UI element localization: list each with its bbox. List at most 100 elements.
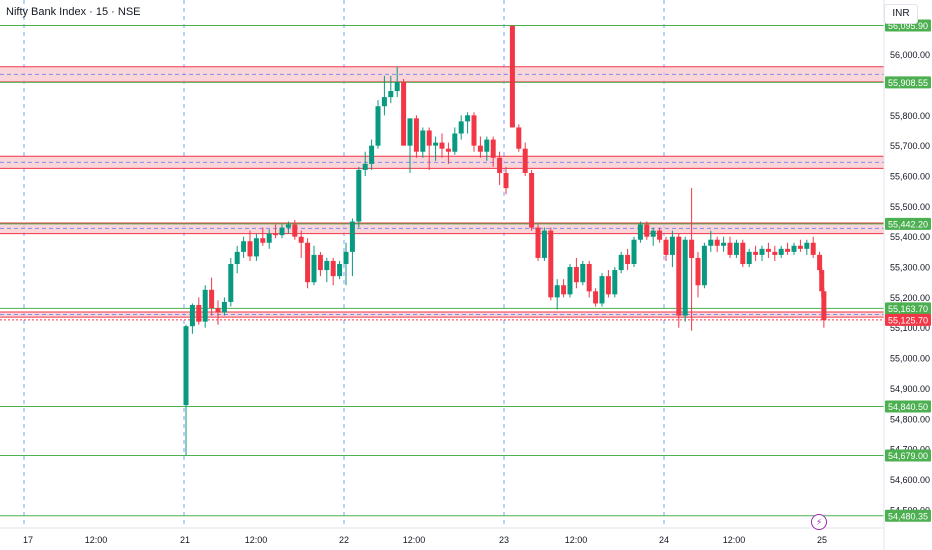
- candle-body: [791, 245, 797, 252]
- time-axis[interactable]: 17 12:00 21 12:00 22 12:00 23 12:00 24 12:00 25: [23, 535, 827, 545]
- candle-body: [413, 118, 419, 152]
- candle-body: [644, 224, 650, 237]
- candle-body: [189, 304, 195, 327]
- candle-body: [810, 242, 816, 255]
- candle-body: [298, 236, 304, 243]
- candle-body: [663, 239, 669, 255]
- candle-body: [356, 169, 362, 222]
- candle-body: [426, 130, 432, 146]
- candle-body: [759, 248, 765, 255]
- level-label-text: 56,095.90: [888, 21, 928, 31]
- candle-body: [439, 142, 445, 149]
- candle-body: [349, 221, 355, 252]
- candle-body: [516, 127, 522, 149]
- price-tick-label: 55,600.00: [890, 172, 930, 182]
- candle-body: [330, 260, 336, 277]
- time-tick-label: 12:00: [245, 535, 268, 545]
- price-tick-label: 55,400.00: [890, 232, 930, 242]
- time-tick-label: 23: [499, 535, 509, 545]
- candle-body: [765, 248, 771, 252]
- candle-body: [541, 230, 547, 258]
- candle-body: [689, 239, 695, 258]
- time-tick-label: 12:00: [85, 535, 108, 545]
- candle-body: [196, 304, 202, 322]
- candle-body: [292, 224, 298, 237]
- candle-body: [420, 130, 426, 152]
- candle-body: [343, 251, 349, 264]
- candle-body: [221, 301, 227, 313]
- candle-body: [676, 236, 682, 316]
- candle-body: [202, 289, 208, 322]
- lightning-icon[interactable]: ⚡: [811, 514, 827, 530]
- candle-body: [285, 224, 291, 228]
- candle-body: [317, 254, 323, 271]
- candle-body: [324, 260, 330, 271]
- level-label-text: 55,125.70: [888, 315, 928, 325]
- candle-body: [599, 276, 605, 304]
- currency-button[interactable]: INR: [884, 4, 918, 24]
- candle-body: [234, 251, 240, 264]
- candle-body: [567, 267, 573, 295]
- candle-body: [477, 145, 483, 152]
- level-label-box: [885, 217, 931, 230]
- candle-body: [471, 115, 477, 146]
- price-tick-label: 54,900.00: [890, 384, 930, 394]
- price-tick-label: 54,800.00: [890, 414, 930, 424]
- price-tick-label: 55,800.00: [890, 111, 930, 121]
- candle-body: [388, 91, 394, 98]
- candle-body: [266, 233, 272, 243]
- level-label-box: [885, 302, 931, 315]
- level-label-box: [885, 509, 931, 522]
- candle-body: [821, 291, 827, 321]
- candle-body: [657, 230, 663, 240]
- candle-body: [740, 242, 746, 264]
- candle-body: [554, 285, 560, 298]
- candle-body: [708, 239, 714, 246]
- candle-body: [650, 230, 656, 237]
- candle-body: [817, 254, 823, 271]
- candle-body: [593, 291, 599, 304]
- candle-body: [797, 245, 803, 249]
- candle-body: [714, 239, 720, 246]
- candle-body: [548, 230, 554, 298]
- candle-body: [529, 172, 535, 228]
- price-axis[interactable]: 56,000.00 55,800.00 55,700.00 55,600.00 55,5…: [890, 50, 930, 515]
- candle-body: [337, 264, 343, 277]
- price-level-labels: 56,095.9055,908.5555,442.2055,163.7055,1…: [885, 19, 931, 522]
- candle-body: [375, 106, 381, 146]
- candle-body: [452, 133, 458, 152]
- price-tick-label: 54,600.00: [890, 475, 930, 485]
- candle-body: [695, 257, 701, 286]
- candle-body: [733, 242, 739, 255]
- level-label-box: [885, 76, 931, 89]
- candle-body: [215, 308, 221, 313]
- level-label-box: [885, 449, 931, 462]
- time-tick-label: 12:00: [723, 535, 746, 545]
- candle-body: [586, 264, 592, 292]
- level-label-box: [885, 400, 931, 413]
- price-tick-label: 55,500.00: [890, 202, 930, 212]
- candlestick-series: [183, 25, 827, 456]
- candle-body: [669, 236, 675, 255]
- candle-body: [772, 251, 778, 255]
- candle-body: [253, 238, 259, 257]
- price-tick-label: 55,300.00: [890, 263, 930, 273]
- candle-body: [381, 97, 387, 107]
- price-levels: [0, 25, 884, 517]
- time-tick-label: 24: [659, 535, 669, 545]
- candle-body: [503, 172, 509, 189]
- time-tick-label: 17: [23, 535, 33, 545]
- candle-body: [369, 145, 375, 164]
- price-tick-label: 55,200.00: [890, 293, 930, 303]
- candle-body: [209, 289, 215, 308]
- candle-body: [497, 157, 503, 173]
- candle-body: [804, 242, 810, 249]
- level-label-text: 55,442.20: [888, 219, 928, 229]
- candle-body: [241, 241, 247, 252]
- candle-body: [727, 242, 733, 255]
- candle-body: [746, 251, 752, 264]
- candle-body: [573, 267, 579, 283]
- supply-demand-zones: [0, 66, 884, 318]
- candle-body: [273, 233, 279, 236]
